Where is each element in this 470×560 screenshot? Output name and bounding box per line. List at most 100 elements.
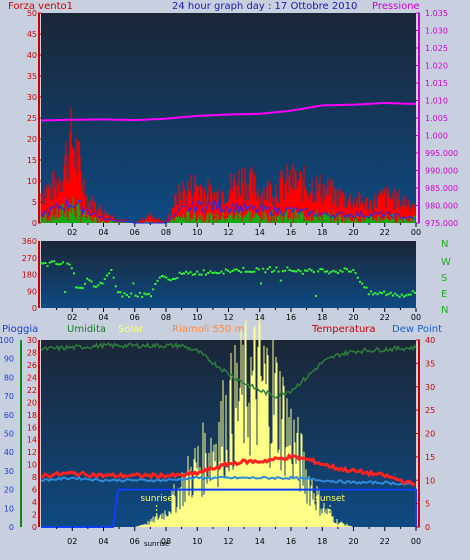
wind-direction-point	[64, 291, 67, 294]
x-tick-label: 04	[98, 313, 108, 322]
x-tick-label: 02	[67, 313, 77, 322]
wind-direction-point	[255, 267, 258, 270]
wind-direction-point	[264, 271, 267, 274]
solar-tick-label: 28	[27, 348, 37, 357]
solar-tick-label: 24	[27, 373, 37, 382]
wind-direction-point	[284, 269, 287, 272]
solar-tick-label: 6	[32, 486, 37, 495]
direction-letter-w: W	[441, 257, 451, 268]
wind-direction-point	[304, 269, 306, 272]
wind-direction-point	[290, 269, 293, 272]
wind-direction-point	[189, 271, 192, 274]
x-tick-label: 00	[411, 313, 421, 322]
solar-tick-label: 12	[27, 448, 37, 457]
wind-direction-point	[48, 261, 51, 264]
x-tick-label: 04	[98, 537, 108, 546]
location-label: Riamoli 550 m	[172, 324, 244, 335]
solar-tick-label: 18	[27, 411, 37, 420]
wind-direction-point	[191, 273, 194, 276]
wind-direction-point	[233, 268, 236, 271]
wind-tick-label: 35	[27, 72, 37, 81]
wind-direction-point	[251, 271, 254, 273]
sunrise-label: sunrise	[140, 494, 173, 504]
x-tick-label: 16	[286, 228, 296, 237]
wind-direction-point	[42, 262, 45, 265]
wind-direction-point	[262, 267, 265, 270]
wind-direction-point	[308, 268, 311, 271]
wind-direction-point	[279, 279, 282, 282]
temperature-tick-label: 20	[425, 430, 435, 439]
wind-direction-point	[185, 270, 188, 273]
solar-tick-label: 22	[27, 386, 37, 395]
wind-tick-label: 0	[32, 219, 37, 228]
chart-axes: 05101520253035404550975.000980.000985.00…	[0, 9, 458, 548]
wind-direction-point	[216, 272, 218, 275]
wind-direction-point	[389, 291, 392, 294]
wind-direction-point	[141, 296, 144, 298]
wind-direction-point	[348, 270, 350, 273]
wind-direction-point	[59, 263, 62, 266]
wind-direction-point	[411, 290, 414, 293]
rain-tick-label: 40	[4, 448, 14, 457]
wind-direction-point	[51, 260, 53, 263]
wind-direction-point	[132, 282, 135, 285]
wind-direction-point	[282, 270, 284, 273]
wind-tick-label: 25	[27, 114, 37, 123]
direction-tick-label: 0	[32, 304, 37, 313]
x-tick-label: 18	[317, 313, 327, 322]
pressure-tick-label: 995.000	[425, 149, 458, 158]
wind-direction-point	[249, 270, 251, 273]
wind-direction-point	[387, 293, 390, 295]
wind-direction-point	[110, 269, 113, 271]
wind-direction-point	[130, 292, 133, 295]
wind-direction-point	[286, 266, 289, 269]
direction-letter-e: E	[441, 289, 447, 300]
wind-direction-point	[372, 293, 375, 296]
x-tick-label: 18	[317, 228, 327, 237]
wind-direction-point	[337, 272, 339, 275]
wind-direction-point	[244, 270, 247, 273]
wind-direction-point	[205, 273, 207, 276]
wind-direction-point	[365, 286, 368, 289]
x-tick-label: 00	[411, 537, 421, 546]
wind-direction-point	[134, 294, 137, 297]
wind-direction-point	[376, 293, 379, 296]
pressure-tick-label: 1.020	[425, 62, 448, 71]
wind-direction-point	[55, 262, 58, 265]
wind-pressure-panel	[41, 13, 416, 223]
wind-direction-point	[354, 272, 357, 275]
wind-direction-point	[326, 270, 328, 273]
wind-direction-point	[268, 266, 271, 269]
sunrise-axis-label: sunrise	[144, 540, 169, 548]
wind-direction-point	[407, 293, 410, 296]
x-tick-label: 08	[161, 537, 171, 546]
wind-direction-point	[169, 279, 172, 282]
wind-direction-point	[227, 269, 229, 272]
wind-direction-point	[403, 295, 405, 298]
wind-direction-point	[108, 272, 111, 275]
x-tick-label: 18	[317, 537, 327, 546]
wind-direction-point	[361, 282, 364, 285]
wind-direction-point	[117, 291, 119, 294]
wind-direction-point	[253, 270, 256, 273]
wind-direction-point	[277, 270, 280, 273]
pressure-tick-label: 1.000	[425, 132, 448, 141]
humidity-label: Umidita	[67, 324, 106, 335]
wind-direction-point	[196, 270, 199, 273]
pressure-tick-label: 975.000	[425, 219, 458, 228]
wind-direction-point	[90, 280, 93, 283]
wind-direction-point	[293, 270, 295, 273]
wind-direction-point	[260, 282, 262, 285]
wind-direction-point	[174, 277, 177, 280]
wind-direction-point	[62, 261, 64, 264]
solar-tick-label: 20	[27, 398, 37, 407]
wind-direction-point	[334, 270, 337, 273]
rain-line	[41, 488, 417, 528]
wind-direction-point	[266, 268, 269, 270]
wind-direction-point	[46, 265, 49, 268]
wind-direction-point	[222, 272, 225, 275]
wind-direction-point	[396, 294, 399, 297]
wind-direction-point	[77, 286, 80, 289]
wind-direction-point	[66, 262, 69, 265]
wind-direction-point	[92, 285, 95, 288]
